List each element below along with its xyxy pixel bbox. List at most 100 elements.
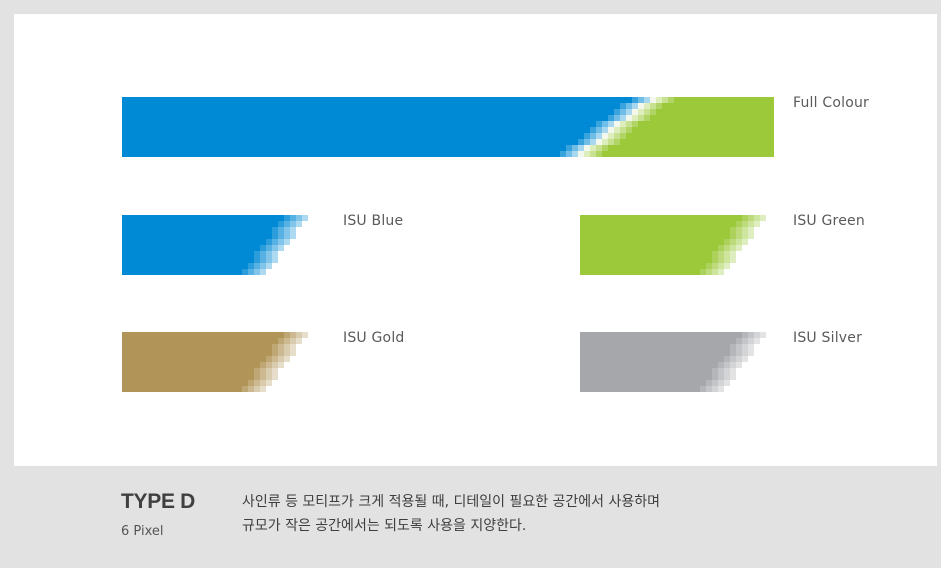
motif-pixel (638, 103, 644, 109)
motif-pixel (736, 227, 742, 233)
motif-pixel (650, 97, 656, 103)
motif-pixel (590, 127, 596, 133)
motif-block (580, 386, 700, 392)
motif-block (122, 350, 272, 356)
motif-block (122, 332, 284, 338)
motif-pixel (748, 350, 754, 356)
motif-block (122, 257, 254, 263)
motif-pixel (278, 362, 284, 368)
motif-pixel (596, 121, 602, 127)
motif-block (580, 251, 712, 257)
motif-block (122, 133, 584, 139)
motif-pixel (736, 350, 742, 356)
motif-pixel (272, 233, 278, 239)
motif-pixel (730, 239, 736, 245)
motif-pixel (718, 374, 724, 380)
motif-block (122, 115, 608, 121)
motif-pixel (650, 109, 656, 115)
motif-pixel (572, 145, 578, 151)
motif-pixel (712, 374, 718, 380)
motif-block (580, 215, 742, 221)
motif-pixel (620, 109, 626, 115)
isu-blue-swatch (122, 215, 308, 275)
motif-pixel (584, 151, 590, 157)
motif-pixel (578, 145, 584, 151)
motif-pixel (254, 251, 260, 257)
motif-pixel (748, 221, 754, 227)
motif-pixel (584, 139, 590, 145)
motif-pixel (266, 380, 272, 386)
motif-pixel (730, 356, 736, 362)
motif-pixel (260, 245, 266, 251)
motif-pixel (644, 109, 650, 115)
motif-block (122, 97, 632, 103)
motif-pixel (260, 368, 266, 374)
motif-pixel (632, 103, 638, 109)
motif-pixel (742, 221, 748, 227)
motif-pixel (242, 269, 248, 275)
motif-pixel (614, 109, 620, 115)
motif-pixel (248, 269, 254, 275)
motif-pixel (700, 269, 706, 275)
motif-pixel (638, 97, 644, 103)
motif-pixel (608, 115, 614, 121)
motif-pixel (742, 332, 748, 338)
motif-pixel (278, 350, 284, 356)
motif-block (580, 221, 736, 227)
motif-pixel (614, 115, 620, 121)
motif-pixel (602, 145, 608, 151)
motif-pixel (718, 386, 724, 392)
motif-block (122, 221, 278, 227)
motif-block (122, 109, 614, 115)
motif-block (122, 374, 254, 380)
motif-block (122, 386, 242, 392)
motif-pixel (656, 97, 662, 103)
motif-pixel (296, 221, 302, 227)
motif-pixel (656, 103, 662, 109)
motif-pixel (284, 350, 290, 356)
motif-pixel (284, 239, 290, 245)
motif-block (580, 269, 700, 275)
motif-pixel (632, 97, 638, 103)
motif-pixel (284, 215, 290, 221)
motif-pixel (730, 245, 736, 251)
motif-pixel (668, 97, 674, 103)
motif-pixel (712, 380, 718, 386)
isu-silver-label: ISU Silver (793, 330, 863, 346)
motif-pixel (248, 380, 254, 386)
motif-pixel (608, 133, 614, 139)
motif-pixel (748, 332, 754, 338)
motif-block (580, 233, 730, 239)
motif-pixel (730, 257, 736, 263)
motif-pixel (248, 263, 254, 269)
motif-block (580, 332, 742, 338)
motif-pixel (724, 368, 730, 374)
motif-pixel (712, 269, 718, 275)
motif-pixel (266, 245, 272, 251)
motif-pixel (272, 356, 278, 362)
motif-pixel (742, 356, 748, 362)
motif-pixel (584, 145, 590, 151)
motif-pixel (632, 109, 638, 115)
motif-pixel (290, 338, 296, 344)
motif-pixel (748, 215, 754, 221)
motif-pixel (266, 239, 272, 245)
motif-pixel (566, 145, 572, 151)
motif-pixel (578, 151, 584, 157)
motif-block (626, 133, 774, 139)
motif-pixel (730, 374, 736, 380)
motif-pixel (290, 221, 296, 227)
motif-pixel (662, 97, 668, 103)
motif-pixel (254, 257, 260, 263)
motif-pixel (272, 350, 278, 356)
motif-pixel (712, 263, 718, 269)
motif-pixel (632, 115, 638, 121)
motif-pixel (614, 121, 620, 127)
motif-pixel (712, 257, 718, 263)
motif-pixel (278, 245, 284, 251)
motif-pixel (254, 368, 260, 374)
motif-pixel (736, 239, 742, 245)
motif-pixel (272, 344, 278, 350)
motif-pixel (272, 251, 278, 257)
motif-pixel (278, 221, 284, 227)
